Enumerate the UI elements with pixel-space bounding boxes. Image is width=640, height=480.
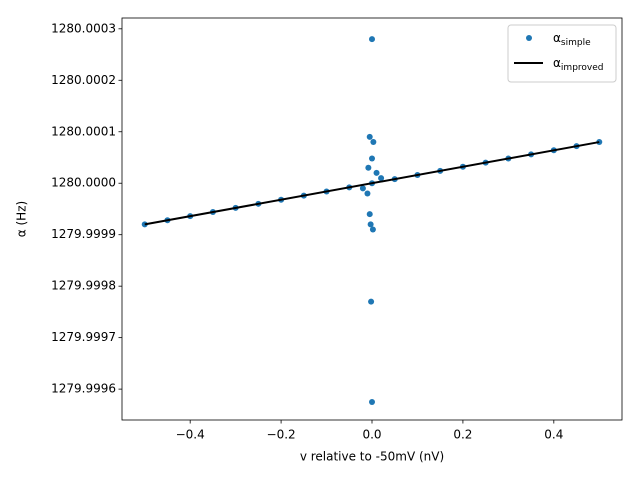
y-tick-label: 1279.9998	[51, 279, 116, 293]
point	[369, 36, 375, 43]
point	[365, 164, 372, 171]
point	[366, 133, 373, 140]
y-tick-label: 1279.9999	[51, 227, 116, 241]
y-axis-label: α (Hz)	[15, 201, 29, 237]
point	[368, 298, 375, 305]
y-tick-label: 1279.9997	[51, 330, 116, 344]
point	[378, 175, 385, 182]
x-tick-label: −0.2	[267, 428, 296, 442]
point	[373, 169, 380, 176]
y-tick-label: 1280.0001	[51, 124, 116, 138]
point	[366, 211, 373, 218]
x-tick-label: 0.0	[362, 428, 381, 442]
x-tick-label: 0.2	[453, 428, 472, 442]
legend-symbol: α	[553, 31, 561, 45]
point	[367, 221, 374, 228]
legend-subscript: improved	[561, 63, 604, 73]
point	[359, 185, 366, 192]
legend-box	[507, 24, 617, 83]
point	[369, 155, 375, 162]
y-tick-label: 1280.0003	[51, 21, 116, 35]
point	[369, 398, 375, 405]
point	[369, 226, 376, 233]
x-axis-label: v relative to -50mV (nV)	[300, 450, 444, 464]
x-tick-label: −0.4	[176, 428, 205, 442]
point	[370, 139, 377, 146]
y-tick-label: 1280.0002	[51, 73, 116, 87]
line	[144, 141, 600, 226]
y-tick-label: 1280.0000	[51, 176, 116, 190]
x-tick-label: 0.4	[544, 428, 563, 442]
legend-marker	[526, 35, 532, 41]
legend-label: αsimple	[553, 31, 591, 48]
legend-label: αimproved	[553, 56, 604, 73]
axes-frame	[121, 17, 623, 421]
legend-subscript: simple	[561, 38, 591, 48]
y-tick-label: 1279.9996	[51, 382, 116, 396]
legend-symbol: α	[553, 56, 561, 70]
point	[364, 190, 371, 197]
